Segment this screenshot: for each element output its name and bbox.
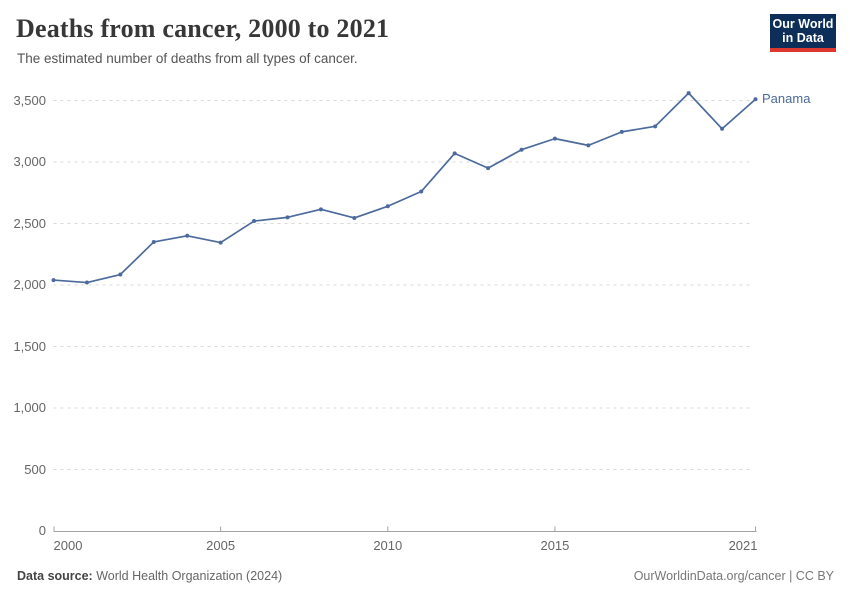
- data-point[interactable]: [586, 143, 591, 148]
- x-tick-label: 2010: [373, 538, 403, 553]
- data-point[interactable]: [285, 215, 290, 220]
- data-point[interactable]: [151, 239, 156, 244]
- x-tick-label: 2000: [53, 538, 83, 553]
- data-point[interactable]: [519, 147, 524, 152]
- owid-logo-line1: Our World: [772, 16, 834, 31]
- y-tick-label: 2,500: [13, 215, 46, 231]
- data-point[interactable]: [653, 124, 658, 129]
- data-point[interactable]: [552, 136, 557, 141]
- series-label-panama: Panama: [762, 91, 811, 107]
- data-point[interactable]: [218, 240, 223, 245]
- x-tick-label: 2015: [540, 538, 570, 553]
- credit-link[interactable]: OurWorldinData.org/cancer | CC BY: [633, 569, 834, 583]
- data-point[interactable]: [486, 166, 491, 171]
- data-point[interactable]: [419, 189, 424, 194]
- x-tick-label: 2021: [728, 538, 758, 553]
- data-point[interactable]: [118, 272, 123, 277]
- y-tick-label: 2,000: [13, 277, 46, 292]
- data-point[interactable]: [720, 126, 725, 131]
- data-point[interactable]: [686, 91, 691, 96]
- data-source-label: Data source:: [17, 569, 93, 583]
- data-point[interactable]: [619, 129, 624, 134]
- data-point[interactable]: [185, 233, 190, 238]
- data-point[interactable]: [452, 151, 457, 156]
- data-point[interactable]: [352, 215, 357, 220]
- y-tick-label: 3,000: [13, 154, 46, 169]
- trend-line[interactable]: [52, 92, 757, 284]
- data-point[interactable]: [84, 280, 89, 285]
- chart-title: Deaths from cancer, 2000 to 2021: [16, 14, 390, 43]
- data-point[interactable]: [385, 204, 390, 209]
- y-tick-label: 1,000: [13, 400, 46, 415]
- data-source-value: World Health Organization (2024): [92, 569, 283, 583]
- x-tick-label: 2005: [206, 538, 236, 553]
- data-source-note: Data source: World Health Organization (…: [17, 569, 282, 583]
- data-point[interactable]: [318, 207, 323, 212]
- chart-subtitle: The estimated number of deaths from all …: [17, 51, 358, 66]
- owid-logo-line2: in Data: [782, 31, 824, 45]
- y-tick-label: 3,500: [13, 92, 46, 108]
- data-point[interactable]: [753, 97, 758, 102]
- y-tick-label: 500: [24, 461, 46, 477]
- data-point[interactable]: [51, 278, 56, 283]
- data-point[interactable]: [252, 219, 257, 224]
- owid-logo[interactable]: Our World in Data: [770, 14, 836, 52]
- y-tick-label: 0: [38, 523, 46, 538]
- y-tick-label: 1,500: [13, 338, 46, 354]
